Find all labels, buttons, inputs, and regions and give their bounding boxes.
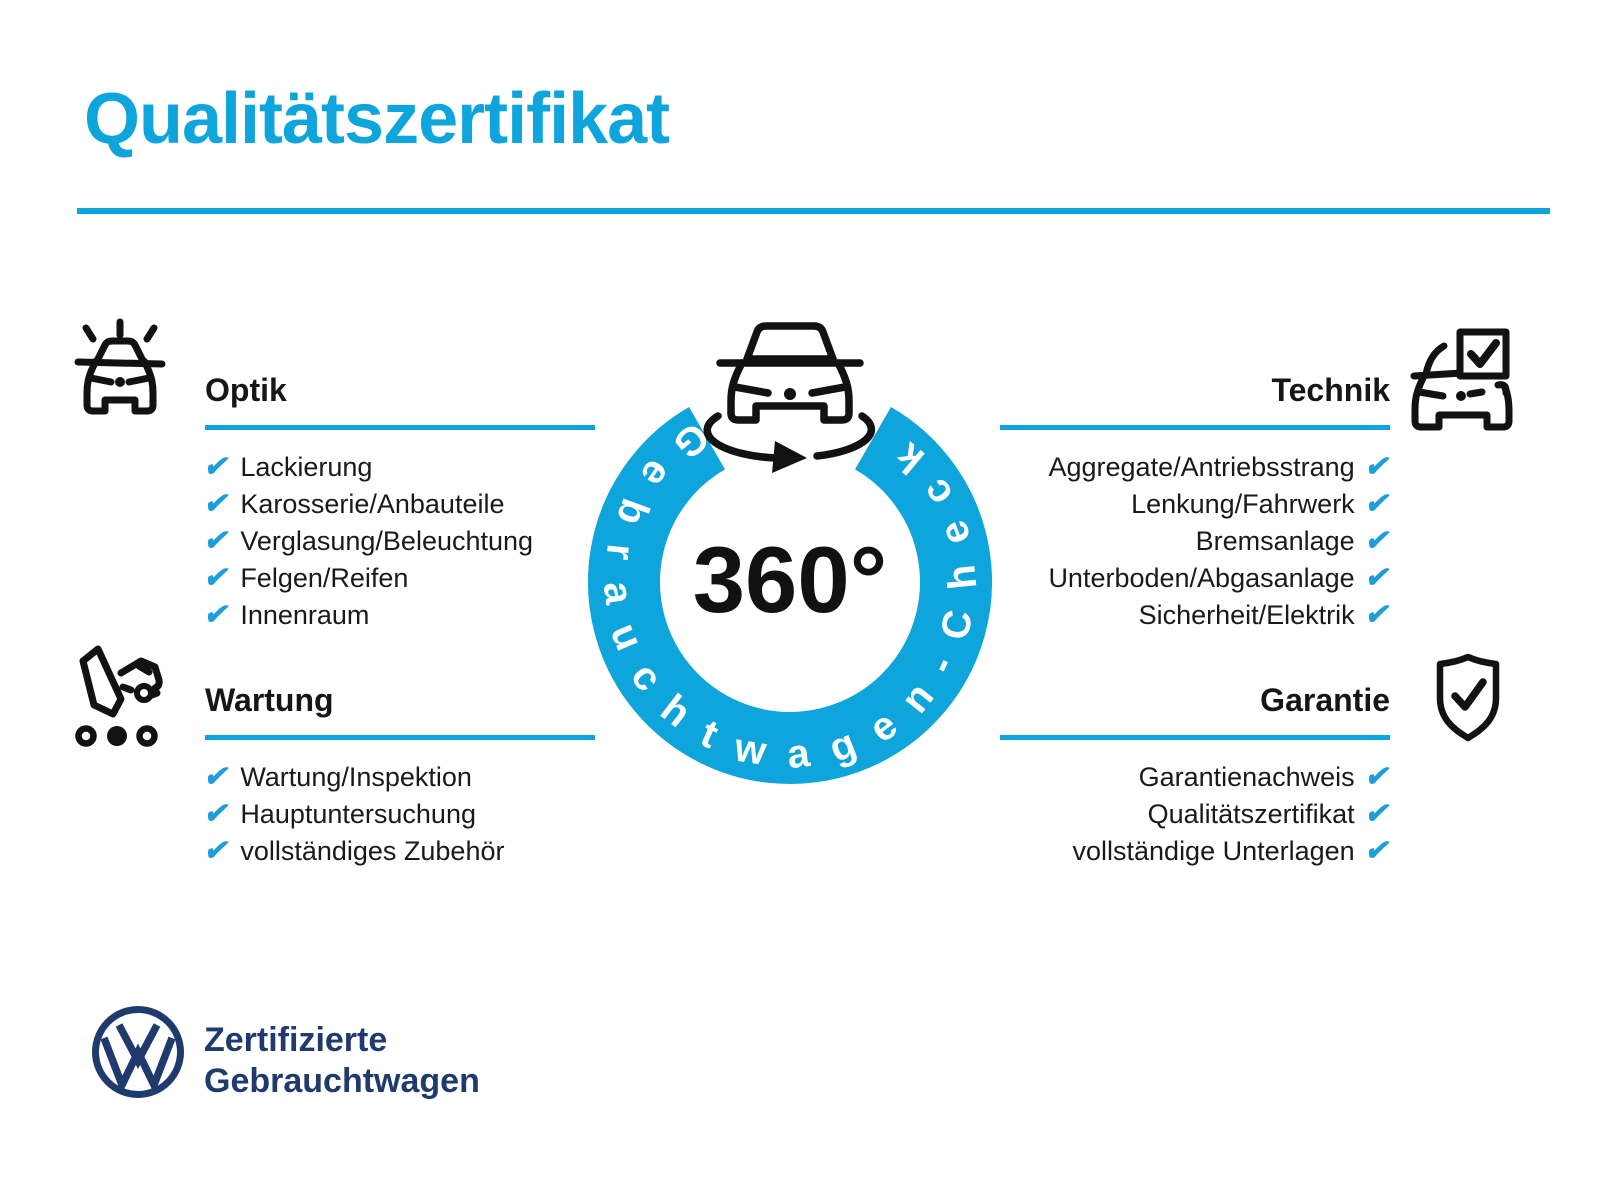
title-divider <box>77 208 1550 214</box>
checklist-item-label: Innenraum <box>240 600 370 630</box>
section-garantie-list: Garantienachweis ✔ Qualitätszertifikat ✔ vol… <box>1000 759 1394 870</box>
check-icon: ✔ <box>1362 488 1394 520</box>
check-icon: ✔ <box>201 562 233 594</box>
section-optik-list: ✔ Lackierung ✔ Karosserie/Anbauteile ✔ Vergla… <box>201 449 595 634</box>
checklist-item: Aggregate/Antriebsstrang ✔ <box>1000 449 1394 486</box>
footer-brand-text: Zertifizierte Gebrauchtwagen <box>204 1020 480 1102</box>
shield-check-icon <box>1436 653 1500 742</box>
section-garantie-title: Garantie <box>1260 682 1390 718</box>
footer-line2: Gebrauchtwagen <box>204 1062 480 1100</box>
checklist-item-label: Unterboden/Abgasanlage <box>1048 563 1355 593</box>
360-check-badge: Gebrauchtwagen-Check 360° <box>588 322 992 784</box>
check-icon: ✔ <box>201 488 233 520</box>
checklist-item-label: Karosserie/Anbauteile <box>240 489 505 519</box>
checklist-item-label: Felgen/Reifen <box>240 563 409 593</box>
checklist-item-label: Qualitätszertifikat <box>1147 799 1355 829</box>
checklist-item-label: Bremsanlage <box>1195 526 1355 556</box>
section-garantie-divider <box>1000 735 1390 740</box>
checklist-item: Garantienachweis ✔ <box>1000 759 1394 796</box>
car-checkbox-icon <box>1410 328 1513 431</box>
checklist-item: ✔ vollständiges Zubehör <box>201 833 595 870</box>
section-garantie: Garantie Garantienachweis ✔ Qualitätszerti… <box>1000 682 1394 882</box>
check-icon: ✔ <box>201 761 233 793</box>
checklist-item: Lenkung/Fahrwerk ✔ <box>1000 486 1394 523</box>
checklist-item-label: Aggregate/Antriebsstrang <box>1048 452 1355 482</box>
checklist-item: vollständige Unterlagen ✔ <box>1000 833 1394 870</box>
checklist-item: ✔ Hauptuntersuchung <box>201 796 595 833</box>
checklist-item: Unterboden/Abgasanlage ✔ <box>1000 560 1394 597</box>
checklist-item-label: Wartung/Inspektion <box>240 762 472 792</box>
check-icon: ✔ <box>1362 761 1394 793</box>
section-technik-title: Technik <box>1271 372 1390 408</box>
checklist-item-label: Verglasung/Beleuchtung <box>240 526 534 556</box>
checklist-item-label: Lackierung <box>240 452 373 482</box>
ring-shape <box>588 407 992 784</box>
check-icon: ✔ <box>201 798 233 830</box>
service-checklist-icon <box>75 645 163 747</box>
checklist-item: ✔ Felgen/Reifen <box>201 560 595 597</box>
check-icon: ✔ <box>201 525 233 557</box>
check-icon: ✔ <box>201 835 233 867</box>
checklist-item-label: vollständige Unterlagen <box>1072 836 1355 866</box>
checklist-item: Qualitätszertifikat ✔ <box>1000 796 1394 833</box>
checklist-item-label: Garantienachweis <box>1138 762 1355 792</box>
checklist-item: ✔ Verglasung/Beleuchtung <box>201 523 595 560</box>
section-optik: Optik ✔ Lackierung ✔ Karosserie/Anbauteile ✔… <box>201 372 595 642</box>
check-icon: ✔ <box>201 599 233 631</box>
checklist-item-label: Lenkung/Fahrwerk <box>1131 489 1355 519</box>
checklist-item: Bremsanlage ✔ <box>1000 523 1394 560</box>
check-icon: ✔ <box>1362 798 1394 830</box>
check-icon: ✔ <box>1362 599 1394 631</box>
checklist-item-label: Hauptuntersuchung <box>240 799 476 829</box>
checklist-item: ✔ Karosserie/Anbauteile <box>201 486 595 523</box>
checklist-item: Sicherheit/Elektrik ✔ <box>1000 597 1394 634</box>
check-icon: ✔ <box>1362 451 1394 483</box>
check-icon: ✔ <box>1362 562 1394 594</box>
footer-line1: Zertifizierte <box>204 1021 388 1059</box>
section-wartung-list: ✔ Wartung/Inspektion ✔ Hauptuntersuchung ✔ vo… <box>201 759 595 870</box>
section-optik-title: Optik <box>205 372 287 408</box>
vw-logo <box>92 1006 184 1098</box>
car-front-rotate-icon <box>703 322 876 473</box>
checklist-item: ✔ Lackierung <box>201 449 595 486</box>
checklist-item: ✔ Wartung/Inspektion <box>201 759 595 796</box>
section-technik-divider <box>1000 425 1390 430</box>
check-icon: ✔ <box>201 451 233 483</box>
section-wartung-title: Wartung <box>205 682 334 718</box>
section-optik-divider <box>205 425 595 430</box>
section-wartung: Wartung ✔ Wartung/Inspektion ✔ Hauptuntersu… <box>201 682 595 882</box>
car-shine-icon <box>74 318 166 415</box>
check-icon: ✔ <box>1362 525 1394 557</box>
page-title: Qualitätszertifikat <box>84 79 670 159</box>
check-icon: ✔ <box>1362 835 1394 867</box>
checklist-item-label: vollständiges Zubehör <box>240 836 505 866</box>
checklist-item-label: Sicherheit/Elektrik <box>1138 600 1355 630</box>
section-technik: Technik Aggregate/Antriebsstrang ✔ Lenkung… <box>1000 372 1394 642</box>
degrees-label: 360° <box>693 527 887 632</box>
section-technik-list: Aggregate/Antriebsstrang ✔ Lenkung/Fahrwer… <box>1000 449 1394 634</box>
checklist-item: ✔ Innenraum <box>201 597 595 634</box>
section-wartung-divider <box>205 735 595 740</box>
